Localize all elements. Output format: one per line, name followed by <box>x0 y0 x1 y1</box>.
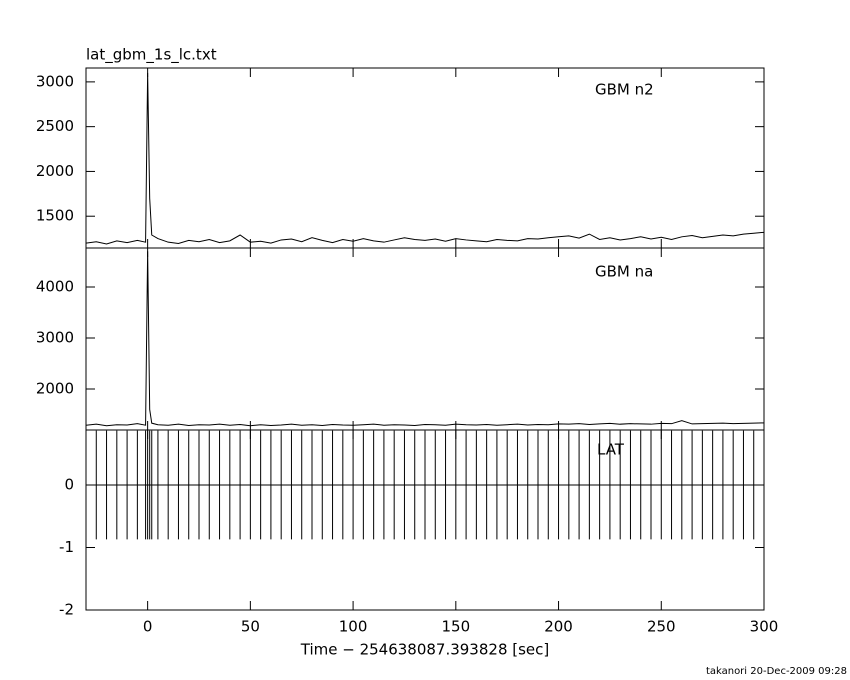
x-tick-label: 50 <box>241 618 260 636</box>
y-tick-label: -2 <box>59 601 74 619</box>
series-label: GBM na <box>595 263 653 281</box>
y-tick-label: -1 <box>59 538 74 556</box>
chart-title: lat_gbm_1s_lc.txt <box>86 46 217 65</box>
y-tick-label: 4000 <box>36 278 74 296</box>
x-tick-label: 250 <box>647 618 676 636</box>
y-tick-label: 2000 <box>36 380 74 398</box>
x-tick-label: 200 <box>544 618 573 636</box>
panel-frame <box>85 67 765 249</box>
y-tick-label: 1500 <box>36 207 74 225</box>
panel-frame <box>85 247 765 431</box>
data-line <box>86 72 764 245</box>
x-tick-label: 100 <box>339 618 368 636</box>
data-line <box>86 251 764 427</box>
footer: takanori 20-Dec-2009 09:28 <box>706 666 847 677</box>
plot-area <box>86 251 764 427</box>
plot-area <box>86 430 764 540</box>
plot-area <box>86 72 764 245</box>
y-tick-label: 3000 <box>36 329 74 347</box>
y-tick-label: 2000 <box>36 162 74 180</box>
x-tick-label: 150 <box>441 618 470 636</box>
y-tick-label: 2500 <box>36 117 74 135</box>
y-tick-label: 0 <box>64 476 74 494</box>
series-label: GBM n2 <box>595 81 654 99</box>
series-label: LAT <box>597 441 625 459</box>
x-tick-label: 0 <box>143 618 153 636</box>
x-axis-label: Time − 254638087.393828 [sec] <box>300 641 550 659</box>
y-tick-label: 3000 <box>36 72 74 90</box>
x-tick-label: 300 <box>750 618 779 636</box>
